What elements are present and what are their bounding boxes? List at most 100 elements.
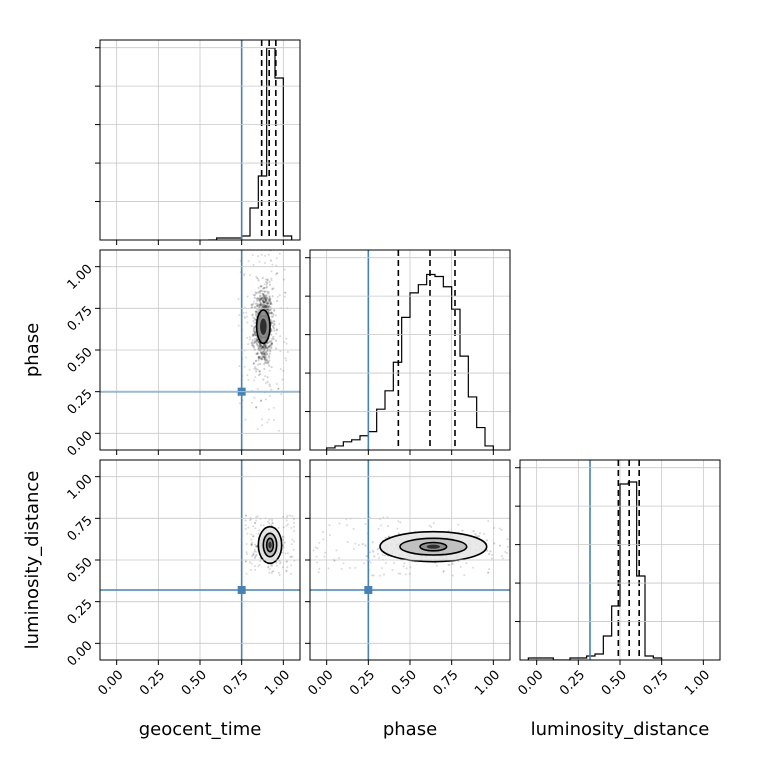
- scatter-point: [285, 570, 288, 573]
- scatter-point: [532, 520, 534, 522]
- scatter-point: [258, 297, 261, 301]
- scatter-point: [262, 346, 265, 349]
- scatter-point: [269, 343, 272, 346]
- scatter-point: [357, 543, 360, 546]
- scatter-point: [264, 304, 267, 308]
- scatter-point: [253, 326, 256, 329]
- x-tick-label: 1.00: [262, 668, 293, 699]
- scatter-point: [263, 294, 267, 297]
- scatter-point: [256, 277, 259, 280]
- y-tick-label: 0.00: [65, 638, 96, 669]
- scatter-point: [428, 524, 431, 527]
- panel-phase-hist: [305, 249, 511, 455]
- scatter-point: [267, 302, 270, 305]
- scatter-point: [251, 303, 254, 306]
- scatter-point: [243, 365, 246, 368]
- scatter-point: [383, 573, 386, 576]
- scatter-point: [377, 528, 380, 531]
- scatter-point: [259, 351, 262, 354]
- scatter-point: [256, 515, 259, 518]
- scatter-point: [386, 525, 389, 528]
- scatter-point: [384, 561, 387, 564]
- panel-frame: [309, 249, 511, 451]
- scatter-point: [271, 312, 274, 315]
- scatter-point: [264, 350, 268, 354]
- scatter-point: [393, 561, 396, 564]
- scatter-point: [268, 364, 271, 367]
- scatter-point: [264, 299, 268, 302]
- scatter-point: [260, 284, 263, 288]
- scatter-point: [248, 561, 251, 564]
- scatter-point: [251, 313, 254, 316]
- scatter-point: [372, 574, 375, 577]
- scatter-point: [247, 231, 249, 233]
- scatter-point: [263, 344, 266, 347]
- scatter-point: [254, 332, 257, 335]
- scatter-point: [272, 338, 275, 341]
- panel-geocent_time-vs-phase: 0.00 0.25 0.50 0.75 1.00 phase: [22, 224, 301, 459]
- scatter-point: [291, 515, 294, 518]
- scatter-point: [262, 345, 265, 348]
- scatter-point: [264, 344, 267, 347]
- scatter-point: [275, 347, 278, 350]
- scatter-point: [255, 550, 258, 553]
- scatter-point: [267, 362, 270, 365]
- scatter-point: [282, 516, 285, 519]
- scatter-point: [264, 304, 267, 307]
- scatter-point: [265, 305, 268, 308]
- scatter-point: [268, 383, 271, 386]
- panel-geocent_time-hist: [95, 39, 301, 245]
- scatter-point: [258, 529, 261, 532]
- scatter-point: [264, 296, 267, 299]
- scatter-point: [269, 259, 273, 262]
- scatter-point: [237, 297, 240, 300]
- scatter-point: [251, 344, 254, 347]
- scatter-point: [249, 569, 252, 572]
- scatter-point: [328, 524, 331, 527]
- scatter-point: [263, 358, 266, 361]
- y-tick-label: 0.25: [65, 597, 96, 628]
- scatter-point: [259, 342, 262, 346]
- scatter-point: [272, 322, 276, 325]
- scatter-point: [262, 303, 266, 306]
- scatter-point: [266, 279, 269, 282]
- scatter-point: [285, 359, 288, 362]
- scatter-point: [551, 564, 553, 566]
- scatter-point: [279, 368, 282, 371]
- scatter-point: [318, 541, 321, 544]
- scatter-point: [270, 523, 273, 526]
- scatter-point: [261, 287, 265, 290]
- scatter-point: [262, 293, 265, 296]
- scatter-point: [257, 291, 260, 294]
- scatter-point: [246, 245, 248, 247]
- scatter-point: [322, 538, 325, 541]
- scatter-point: [257, 363, 260, 366]
- scatter-point: [506, 538, 509, 541]
- scatter-point: [265, 229, 267, 231]
- scatter-point: [263, 353, 266, 356]
- scatter-point: [254, 522, 257, 525]
- scatter-point: [255, 312, 258, 315]
- scatter-point: [250, 562, 253, 565]
- scatter-point: [256, 311, 259, 314]
- scatter-point: [513, 524, 515, 526]
- scatter-point: [270, 270, 273, 273]
- scatter-point: [254, 331, 257, 334]
- scatter-point: [267, 298, 270, 301]
- scatter-point: [278, 562, 281, 565]
- scatter-point: [260, 352, 264, 355]
- scatter-point: [254, 557, 257, 560]
- truth-marker: [237, 586, 246, 594]
- scatter-point: [252, 224, 254, 226]
- scatter-point: [261, 296, 265, 300]
- scatter-point: [259, 289, 263, 292]
- scatter-point: [255, 519, 258, 522]
- scatter-point: [269, 301, 272, 304]
- scatter-point: [253, 341, 256, 344]
- scatter-point: [283, 291, 286, 294]
- scatter-point: [286, 566, 289, 569]
- scatter-point: [270, 572, 273, 575]
- scatter-point: [459, 565, 462, 568]
- y-tick-label: 0.25: [65, 387, 96, 418]
- scatter-point: [268, 518, 271, 521]
